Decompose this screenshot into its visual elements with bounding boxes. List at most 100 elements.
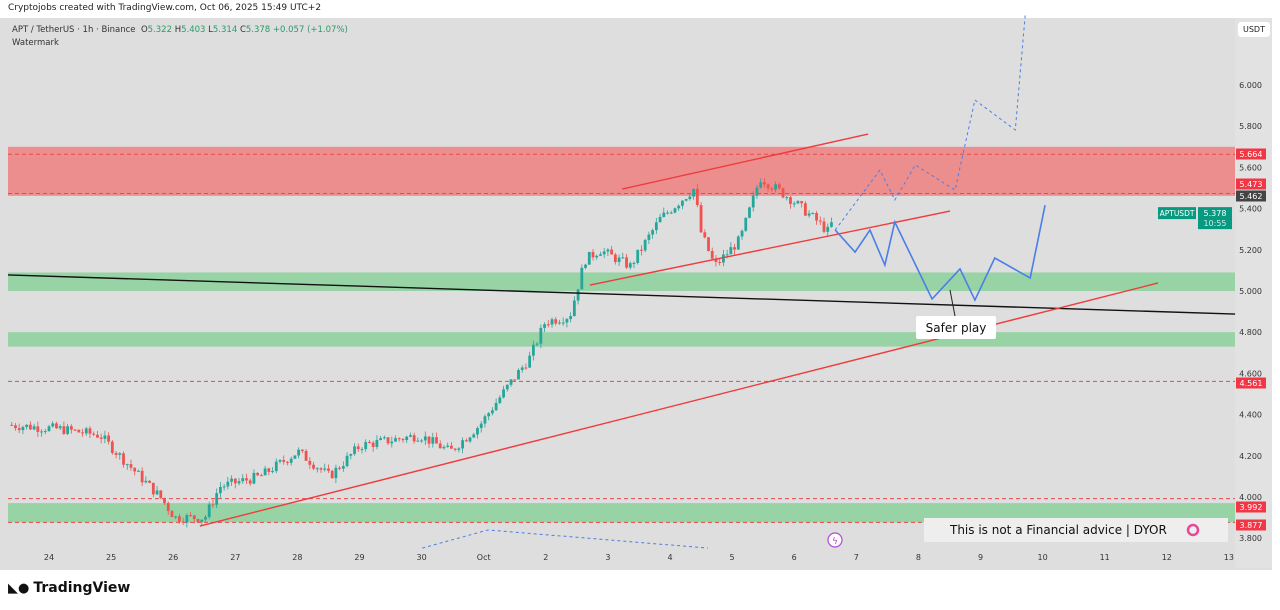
candle-body	[125, 464, 129, 466]
candle-body	[364, 442, 368, 450]
candle-body	[114, 452, 118, 455]
candle-body	[349, 454, 353, 456]
price-badge-text: 5.664	[1240, 150, 1263, 159]
black-trendline	[7, 274, 1236, 315]
candle-body	[185, 515, 189, 523]
candle-body	[360, 449, 364, 451]
candle-body	[10, 424, 14, 426]
x-tick-label: 11	[1100, 553, 1110, 562]
candle-body	[263, 468, 267, 476]
tradingview-logo[interactable]: ◣● TradingView	[8, 580, 130, 596]
candle-body	[558, 322, 561, 324]
candle-body	[740, 230, 744, 237]
candle-body	[278, 460, 282, 462]
candle-body	[334, 467, 338, 479]
candle-body	[442, 446, 446, 449]
safer-play-path	[834, 204, 1046, 302]
candle-body	[703, 232, 707, 238]
candle-body	[420, 440, 423, 442]
candle-body	[766, 184, 770, 189]
candle-body	[319, 468, 323, 470]
candle-body	[248, 480, 252, 484]
candle-body	[237, 481, 241, 484]
candle-body	[789, 197, 792, 204]
resistance-zone	[8, 146, 1235, 196]
candle-body	[215, 493, 219, 505]
price-badge	[1236, 519, 1266, 531]
candle-body	[397, 438, 401, 440]
candle-body	[43, 431, 47, 433]
candle-body	[133, 467, 137, 472]
candle-body	[416, 440, 420, 442]
candle-body	[375, 439, 379, 447]
candle-body	[259, 475, 263, 477]
candle-body	[140, 470, 144, 483]
candle-body	[379, 438, 383, 440]
candle-body	[490, 410, 494, 414]
candle-body	[826, 226, 830, 232]
brand-name: TradingView	[33, 580, 131, 596]
y-tick-label: 5.800	[1239, 122, 1262, 131]
candle-body	[654, 222, 658, 231]
y-tick-label: 4.400	[1239, 411, 1262, 420]
candle-body	[498, 397, 502, 403]
candle-body	[662, 212, 666, 217]
annotation-pointer	[949, 289, 956, 317]
open-value: 5.322	[147, 25, 172, 35]
candle-body	[476, 428, 479, 435]
candle-body	[450, 445, 453, 449]
symbol-title[interactable]: APT / TetherUS · 1h · Binance	[12, 25, 136, 35]
bullish-path	[834, 14, 1026, 231]
bar-countdown: 10:55	[1203, 219, 1226, 228]
candle-body	[122, 453, 125, 465]
candle-body	[218, 486, 222, 494]
candle-body	[267, 468, 271, 472]
candle-body	[21, 426, 25, 431]
tv-logo-icon: ◣●	[8, 580, 30, 596]
candle-body	[371, 442, 375, 447]
candle-body	[178, 516, 181, 522]
candle-body	[699, 205, 703, 233]
candle-body	[382, 437, 386, 439]
price-badge	[1236, 501, 1266, 513]
candle-body	[356, 446, 360, 450]
candle-body	[17, 428, 21, 431]
lightning-icon	[827, 532, 843, 548]
candle-body	[710, 251, 714, 259]
candle-body	[96, 434, 99, 438]
candle-body	[312, 464, 315, 469]
disclaimer-text: This is not a Financial advice | DYOR	[949, 523, 1167, 537]
candle-body	[606, 249, 610, 252]
candle-body	[479, 423, 483, 429]
candle-body	[55, 423, 58, 429]
x-tick-label: Oct	[477, 553, 491, 562]
candle-body	[129, 464, 133, 468]
price-axis	[1235, 18, 1272, 568]
currency-button[interactable]: USDT	[1238, 22, 1270, 37]
candle-body	[707, 237, 710, 252]
candle-body	[204, 516, 207, 520]
candle-body	[621, 257, 625, 259]
candle-body	[200, 519, 204, 522]
candle-body	[807, 213, 811, 216]
y-tick-label: 4.200	[1239, 452, 1262, 461]
candle-body	[196, 519, 200, 522]
chart-panel[interactable]	[0, 18, 1272, 570]
candle-body	[502, 389, 505, 398]
candle-body	[640, 249, 643, 251]
candle-body	[830, 222, 833, 227]
target-icon	[1186, 523, 1200, 537]
candle-body	[625, 257, 628, 268]
candle-body	[192, 515, 196, 520]
candle-body	[233, 478, 237, 484]
candle-body	[166, 503, 170, 511]
candle-body	[613, 254, 617, 263]
price-badge	[1236, 148, 1266, 160]
x-tick-label: 9	[978, 553, 983, 562]
candle-body	[427, 436, 431, 444]
candle-body	[423, 436, 427, 441]
annotation-box	[916, 316, 996, 339]
candle-body	[681, 200, 684, 206]
y-tick-label: 5.000	[1239, 287, 1262, 296]
